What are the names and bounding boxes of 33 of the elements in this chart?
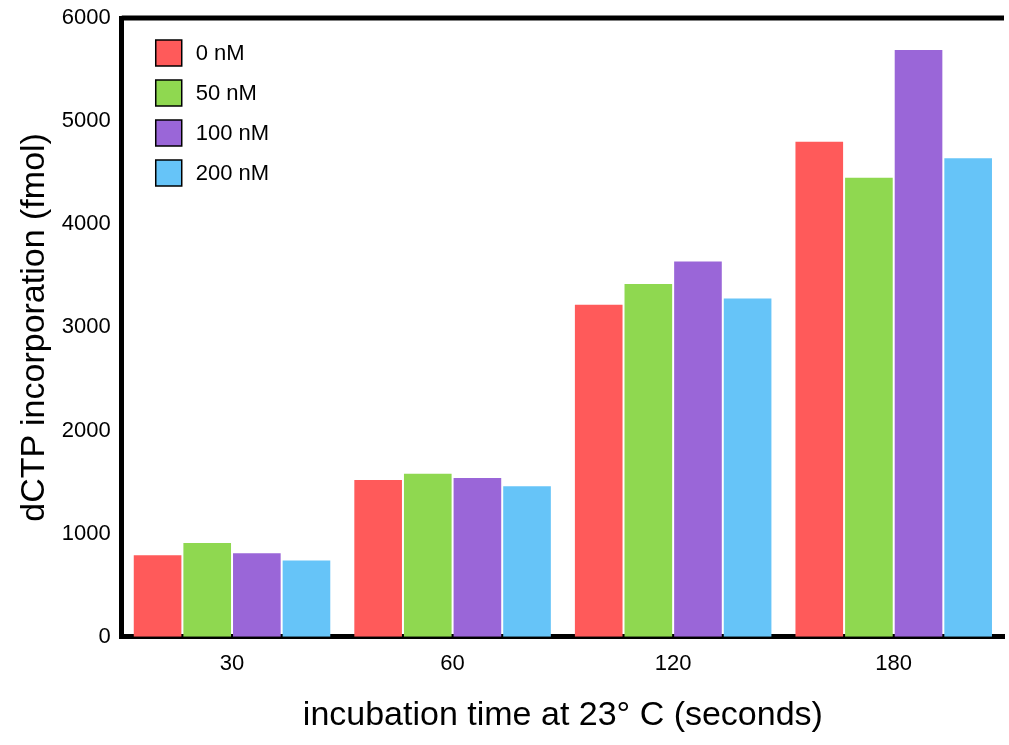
- y-tick-label: 1000: [61, 519, 111, 545]
- bar: [845, 177, 893, 637]
- bar: [403, 473, 452, 637]
- y-axis-title: dCTP incorporation (fmol): [12, 133, 51, 522]
- y-tick-label: 2000: [61, 416, 111, 442]
- bar: [453, 477, 502, 637]
- y-tick-label: 6000: [61, 4, 111, 30]
- x-tick-label: 180: [875, 650, 913, 676]
- bar: [944, 158, 992, 637]
- y-tick-label: 5000: [61, 107, 111, 133]
- bar: [574, 304, 623, 637]
- bar: [723, 298, 772, 637]
- y-tick-label: 0: [98, 622, 111, 648]
- bar: [624, 284, 673, 637]
- x-tick-label: 60: [440, 650, 465, 676]
- legend-label: 200 nM: [195, 160, 270, 186]
- bar: [282, 560, 331, 637]
- bar: [894, 49, 943, 637]
- y-tick-label: 3000: [61, 313, 111, 339]
- bar: [183, 542, 232, 637]
- legend-label: 100 nM: [195, 120, 270, 146]
- x-axis-title: incubation time at 23° C (seconds): [302, 693, 823, 732]
- bar: [133, 555, 182, 637]
- x-tick-label: 120: [654, 650, 692, 676]
- bar: [674, 261, 722, 637]
- bar: [233, 553, 281, 637]
- x-tick-label: 30: [219, 650, 245, 676]
- y-tick-label: 4000: [61, 210, 111, 236]
- legend-label: 50 nM: [195, 80, 257, 106]
- legend-label: 0 nM: [195, 40, 245, 66]
- bar: [795, 141, 844, 637]
- bar: [503, 486, 551, 637]
- bar: [354, 480, 402, 637]
